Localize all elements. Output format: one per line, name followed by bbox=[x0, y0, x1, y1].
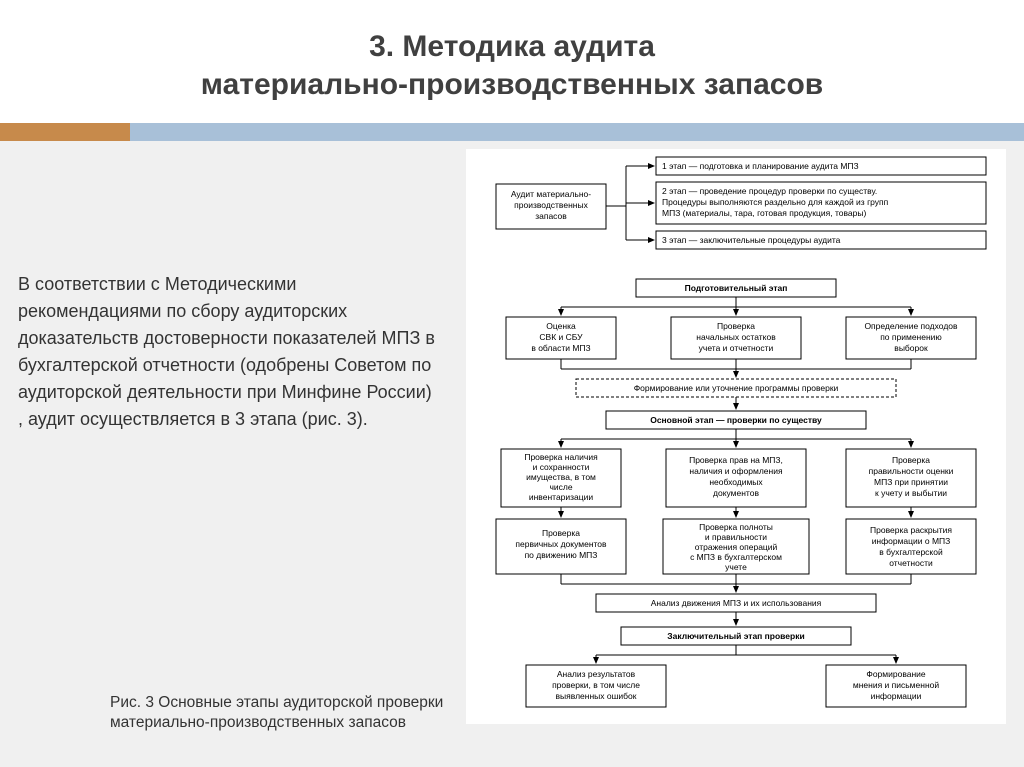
svg-text:Проверка наличия: Проверка наличия bbox=[524, 452, 598, 462]
node-stage-1: 1 этап — подготовка и планирование аудит… bbox=[662, 161, 859, 171]
svg-text:необходимых: необходимых bbox=[709, 477, 763, 487]
flowchart-diagram: Аудит материально- производственных запа… bbox=[466, 149, 1006, 724]
body-paragraph: В соответствии с Методическими рекоменда… bbox=[18, 271, 438, 433]
svg-text:производственных: производственных bbox=[514, 200, 588, 210]
svg-text:учете: учете bbox=[725, 562, 747, 572]
svg-text:документов: документов bbox=[713, 488, 759, 498]
svg-text:инвентаризации: инвентаризации bbox=[529, 492, 594, 502]
svg-text:отражения операций: отражения операций bbox=[695, 542, 778, 552]
title-line-1: 3. Методика аудита bbox=[369, 30, 655, 63]
svg-text:Проверка полноты: Проверка полноты bbox=[699, 522, 773, 532]
svg-text:Процедуры выполняются раздельн: Процедуры выполняются раздельно для кажд… bbox=[662, 197, 889, 207]
svg-text:по движению МПЗ: по движению МПЗ bbox=[525, 550, 598, 560]
phase2-analysis: Анализ движения МПЗ и их использования bbox=[651, 598, 822, 608]
title-area: 3. Методика аудита материально-производс… bbox=[0, 0, 1024, 123]
svg-text:Оценка: Оценка bbox=[546, 321, 576, 331]
svg-text:СВК и СБУ: СВК и СБУ bbox=[539, 332, 583, 342]
svg-text:числе: числе bbox=[549, 482, 572, 492]
title-line-2: материально-производственных запасов bbox=[201, 68, 823, 101]
svg-text:имущества, в том: имущества, в том bbox=[526, 472, 596, 482]
svg-text:и сохранности: и сохранности bbox=[533, 462, 590, 472]
svg-text:информации: информации bbox=[871, 691, 922, 701]
svg-text:по применению: по применению bbox=[880, 332, 942, 342]
divider-blue bbox=[130, 123, 1024, 141]
svg-text:первичных документов: первичных документов bbox=[515, 539, 607, 549]
svg-text:Формирование: Формирование bbox=[866, 669, 926, 679]
slide: 3. Методика аудита материально-производс… bbox=[0, 0, 1024, 767]
svg-text:Проверка раскрытия: Проверка раскрытия bbox=[870, 525, 952, 535]
node-stage-3: 3 этап — заключительные процедуры аудита bbox=[662, 235, 841, 245]
slide-title: 3. Методика аудита материально-производс… bbox=[40, 28, 984, 103]
svg-text:к учету и выбытии: к учету и выбытии bbox=[875, 488, 947, 498]
svg-text:в бухгалтерской: в бухгалтерской bbox=[879, 547, 943, 557]
svg-text:начальных остатков: начальных остатков bbox=[696, 332, 776, 342]
phase3-header: Заключительный этап проверки bbox=[667, 631, 804, 641]
phase1-header: Подготовительный этап bbox=[685, 283, 788, 293]
svg-text:МПЗ при принятии: МПЗ при принятии bbox=[874, 477, 948, 487]
svg-text:выборок: выборок bbox=[894, 343, 928, 353]
svg-text:и правильности: и правильности bbox=[705, 532, 767, 542]
figure-caption: Рис. 3 Основные этапы аудиторской провер… bbox=[110, 693, 470, 733]
svg-text:запасов: запасов bbox=[535, 211, 567, 221]
svg-text:отчетности: отчетности bbox=[889, 558, 933, 568]
svg-text:информации о МПЗ: информации о МПЗ bbox=[872, 536, 951, 546]
phase1-dashed: Формирование или уточнение программы про… bbox=[634, 383, 839, 393]
svg-text:МПЗ (материалы, тара, готовая: МПЗ (материалы, тара, готовая продукция,… bbox=[662, 208, 866, 218]
svg-text:Анализ результатов: Анализ результатов bbox=[557, 669, 636, 679]
svg-text:Проверка прав на МПЗ,: Проверка прав на МПЗ, bbox=[689, 455, 783, 465]
svg-text:в области МПЗ: в области МПЗ bbox=[531, 343, 590, 353]
svg-text:правильности оценки: правильности оценки bbox=[869, 466, 954, 476]
svg-text:проверки, в том числе: проверки, в том числе bbox=[552, 680, 640, 690]
svg-text:выявленных ошибок: выявленных ошибок bbox=[556, 691, 637, 701]
node-stage-2: 2 этап — проведение процедур проверки по… bbox=[662, 186, 877, 196]
divider-orange bbox=[0, 123, 130, 141]
phase2-header: Основной этап — проверки по существу bbox=[650, 415, 822, 425]
svg-text:Проверка: Проверка bbox=[717, 321, 755, 331]
svg-text:учета и отчетности: учета и отчетности bbox=[699, 343, 774, 353]
svg-text:Проверка: Проверка bbox=[542, 528, 580, 538]
accent-divider bbox=[0, 123, 1024, 141]
content-area: В соответствии с Методическими рекоменда… bbox=[0, 141, 1024, 763]
svg-text:с МПЗ в бухгалтерском: с МПЗ в бухгалтерском bbox=[690, 552, 782, 562]
svg-text:Определение подходов: Определение подходов bbox=[864, 321, 958, 331]
svg-text:Проверка: Проверка bbox=[892, 455, 930, 465]
node-root: Аудит материально- bbox=[511, 189, 591, 199]
svg-text:наличия и оформления: наличия и оформления bbox=[689, 466, 783, 476]
svg-text:мнения и письменной: мнения и письменной bbox=[853, 680, 939, 690]
